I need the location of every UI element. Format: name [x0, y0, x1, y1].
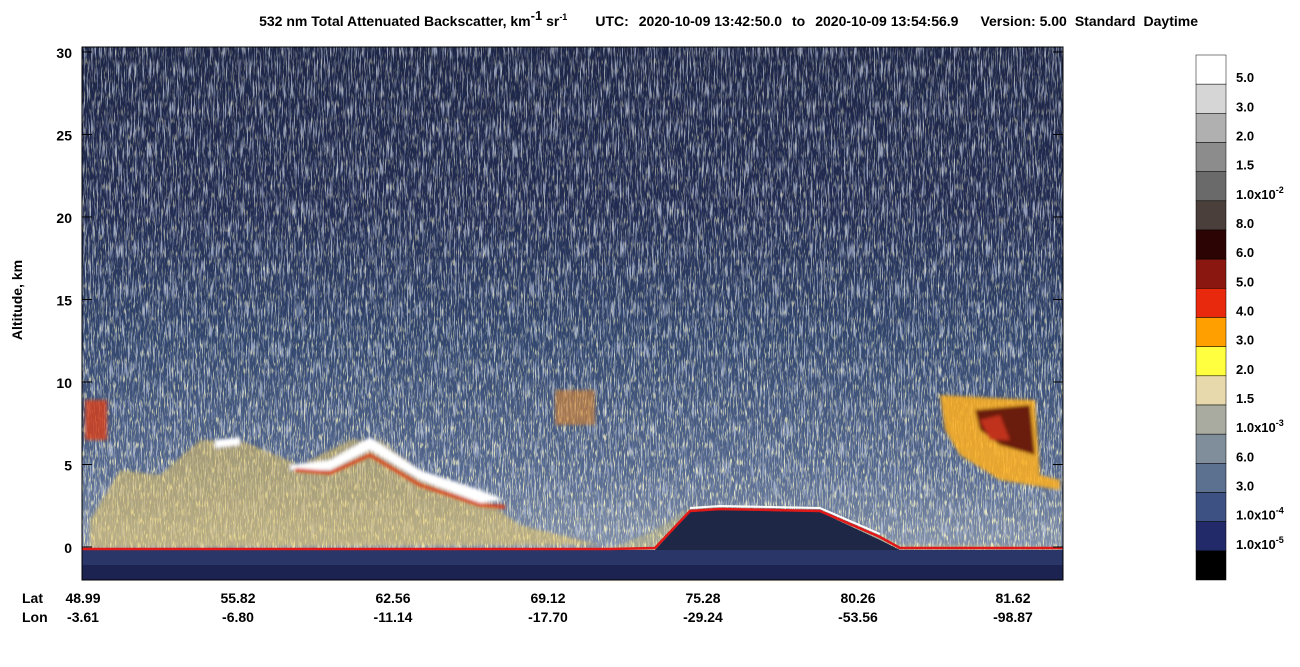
x-tick-label: 62.56 — [375, 590, 410, 606]
colorbar-label: 4.0 — [1236, 304, 1254, 319]
title-version: Version: 5.00 — [980, 13, 1067, 29]
colorbar-swatch — [1195, 113, 1227, 143]
title-end: 2020-10-09 13:54:56.9 — [815, 13, 958, 29]
x-tick-label: -29.24 — [683, 609, 723, 625]
x-tick-label: 48.99 — [65, 590, 100, 606]
colorbar-label-mantissa: 1.0x10 — [1236, 420, 1276, 435]
colorbar-swatch — [1195, 83, 1227, 114]
colorbar-label: 5.0 — [1236, 274, 1254, 289]
colorbar-label: 8.0 — [1236, 216, 1254, 231]
x-tick-label: -53.56 — [838, 609, 878, 625]
y-axis-label: Altitude, km — [9, 260, 25, 340]
curtain-image — [82, 47, 1063, 580]
colorbar-label-exponent: -4 — [1276, 506, 1284, 516]
title-text: 532 nm Total Attenuated Backscatter, km — [259, 13, 531, 29]
x-tick-label: 81.62 — [995, 590, 1030, 606]
title-exponent: -1 — [559, 12, 567, 22]
colorbar-swatch — [1195, 200, 1227, 231]
x-tick-label: 75.28 — [685, 590, 720, 606]
y-tick-label: 25 — [56, 127, 72, 143]
y-tick-label: 15 — [56, 292, 72, 308]
colorbar-label-exponent: -5 — [1276, 535, 1284, 545]
colorbar-swatch — [1195, 433, 1227, 464]
title-exponent: -1 — [531, 8, 543, 23]
colorbar-swatch — [1195, 346, 1227, 377]
colorbar-label-mantissa: 1.0x10 — [1236, 508, 1276, 523]
colorbar-label: 1.0x10-4 — [1236, 506, 1284, 523]
colorbar-label: 3.0 — [1236, 99, 1254, 114]
y-tick-label: 5 — [64, 457, 72, 473]
x-tick-label: -6.80 — [222, 609, 254, 625]
y-tick-label: 20 — [56, 210, 72, 226]
y-tick-label: 30 — [56, 45, 72, 61]
x-tick-label: -17.70 — [528, 609, 568, 625]
plot-frame — [81, 46, 1064, 581]
x-tick-label: -11.14 — [374, 609, 413, 625]
colorbar-swatch — [1195, 375, 1227, 406]
x-tick-label: -98.87 — [993, 609, 1033, 625]
colorbar-label: 5.0 — [1236, 70, 1254, 85]
colorbar-swatch — [1195, 463, 1227, 493]
colorbar-swatch — [1195, 404, 1227, 435]
x-row-name: Lon — [22, 609, 48, 625]
colorbar-swatch — [1195, 521, 1227, 552]
colorbar-label: 3.0 — [1236, 333, 1254, 348]
colorbar-label-exponent: -3 — [1276, 418, 1284, 428]
title-product: Standard — [1075, 13, 1136, 29]
title-unit: sr — [542, 13, 560, 29]
colorbar-label: 1.0x10-5 — [1236, 535, 1284, 552]
colorbar-swatch — [1195, 492, 1227, 522]
y-tick-label: 0 — [64, 540, 72, 556]
colorbar-label: 6.0 — [1236, 245, 1254, 260]
colorbar-swatch — [1195, 171, 1227, 202]
x-tick-label: 80.26 — [840, 590, 875, 606]
colorbar-label-mantissa: 1.0x10 — [1236, 187, 1276, 202]
colorbar-label: 1.5 — [1236, 158, 1254, 173]
colorbar-label-mantissa: 1.0x10 — [1236, 537, 1276, 552]
colorbar-swatch — [1195, 317, 1227, 347]
title-utc: UTC: — [595, 13, 628, 29]
colorbar-swatch — [1195, 54, 1227, 85]
colorbar-label: 3.0 — [1236, 479, 1254, 494]
colorbar-label: 6.0 — [1236, 449, 1254, 464]
title-mode: Daytime — [1144, 13, 1199, 29]
colorbar-swatch — [1195, 258, 1227, 289]
x-tick-label: 55.82 — [220, 590, 255, 606]
chart-title: 532 nm Total Attenuated Backscatter, km-… — [259, 8, 1198, 29]
colorbar-label: 1.0x10-2 — [1236, 185, 1284, 202]
colorbar-label: 1.5 — [1236, 391, 1254, 406]
colorbar-swatch — [1195, 229, 1227, 260]
y-tick-label: 10 — [56, 375, 72, 391]
colorbar-label: 1.0x10-3 — [1236, 418, 1284, 435]
title-to: to — [792, 13, 805, 29]
colorbar-swatch — [1195, 288, 1227, 318]
colorbar-label: 2.0 — [1236, 129, 1254, 144]
colorbar-swatch — [1195, 550, 1227, 581]
x-tick-label: 69.12 — [530, 590, 565, 606]
colorbar-swatch — [1195, 142, 1227, 172]
x-tick-label: -3.61 — [67, 609, 99, 625]
title-start: 2020-10-09 13:42:50.0 — [639, 13, 782, 29]
colorbar-label: 2.0 — [1236, 362, 1254, 377]
x-row-name: Lat — [22, 590, 43, 606]
colorbar-label-exponent: -2 — [1276, 185, 1284, 195]
